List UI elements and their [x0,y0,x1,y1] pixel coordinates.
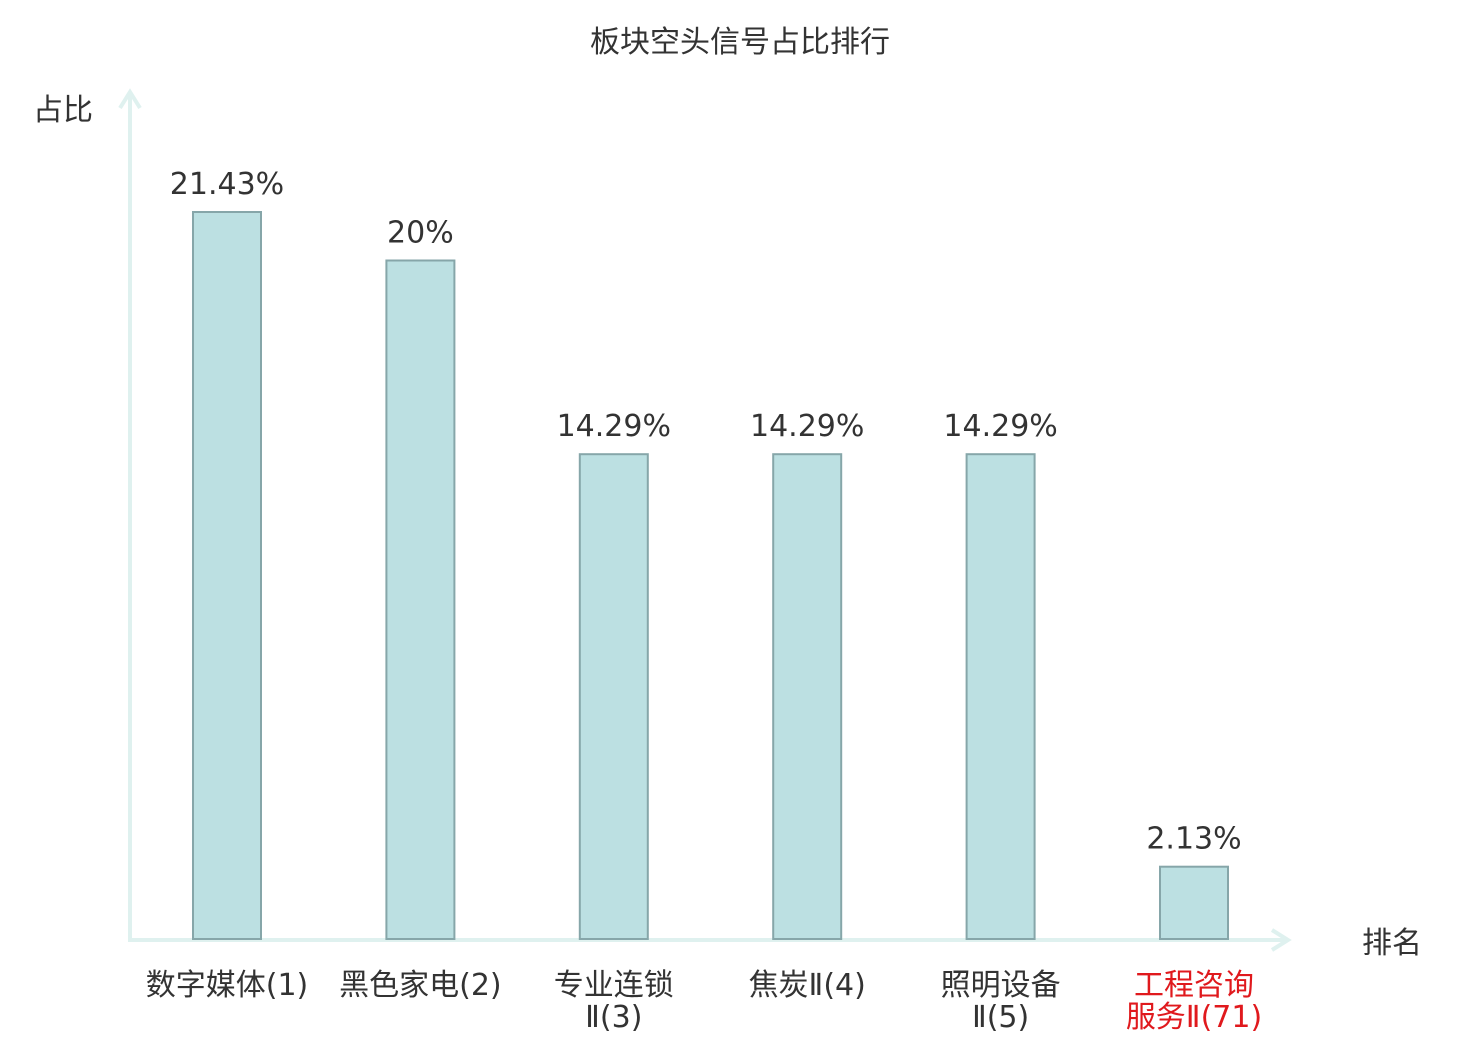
x-axis-label: 排名 [1362,926,1422,961]
x-axis-arrow [1270,928,1292,952]
x-tick-label-line: Ⅱ(3) [585,1000,642,1035]
bar-5[interactable] [965,453,1036,940]
bar-value-label-5: 14.29% [943,409,1057,444]
bars-group: 21.43% 数字媒体(1) 20% 黑色家电(2) 14.29% 专业连锁 Ⅱ(3) 14.… [146,167,1262,1035]
bar-3[interactable] [578,453,649,940]
bar-value-label-1: 21.43% [170,167,284,202]
x-tick-label-1: 数字媒体(1) [146,968,309,1003]
x-tick-label-4: 焦炭Ⅱ(4) [749,968,866,1003]
bar-4[interactable] [772,453,843,940]
x-tick-label-line: 服务Ⅱ(71) [1126,1000,1262,1035]
bar-value-label-3: 14.29% [557,409,671,444]
x-tick-label-5: 照明设备 Ⅱ(5) [941,968,1061,1035]
chart-title: 板块空头信号占比排行 [590,25,890,60]
y-axis-arrow [118,88,142,110]
x-tick-label-line: 照明设备 [941,968,1061,1003]
bar-value-label-6: 2.13% [1146,822,1241,857]
bar-6[interactable] [1159,865,1229,941]
x-tick-label-line: Ⅱ(5) [972,1000,1029,1035]
x-tick-label-line: 数字媒体(1) [146,968,309,1003]
x-tick-label-line: 工程咨询 [1134,968,1254,1003]
x-tick-label-6: 工程咨询服务Ⅱ(71) [1126,968,1262,1035]
x-tick-label-line: 黑色家电(2) [339,968,502,1003]
x-tick-label-line: 焦炭Ⅱ(4) [749,968,866,1003]
bar-value-label-2: 20% [387,216,454,251]
bar-2[interactable] [385,259,456,940]
y-axis-label: 占比 [33,93,93,128]
x-tick-label-3: 专业连锁 Ⅱ(3) [554,968,674,1035]
bar-1[interactable] [192,211,262,940]
bar-value-label-4: 14.29% [750,409,864,444]
x-tick-label-2: 黑色家电(2) [339,968,502,1003]
x-tick-label-line: 专业连锁 [554,968,674,1003]
